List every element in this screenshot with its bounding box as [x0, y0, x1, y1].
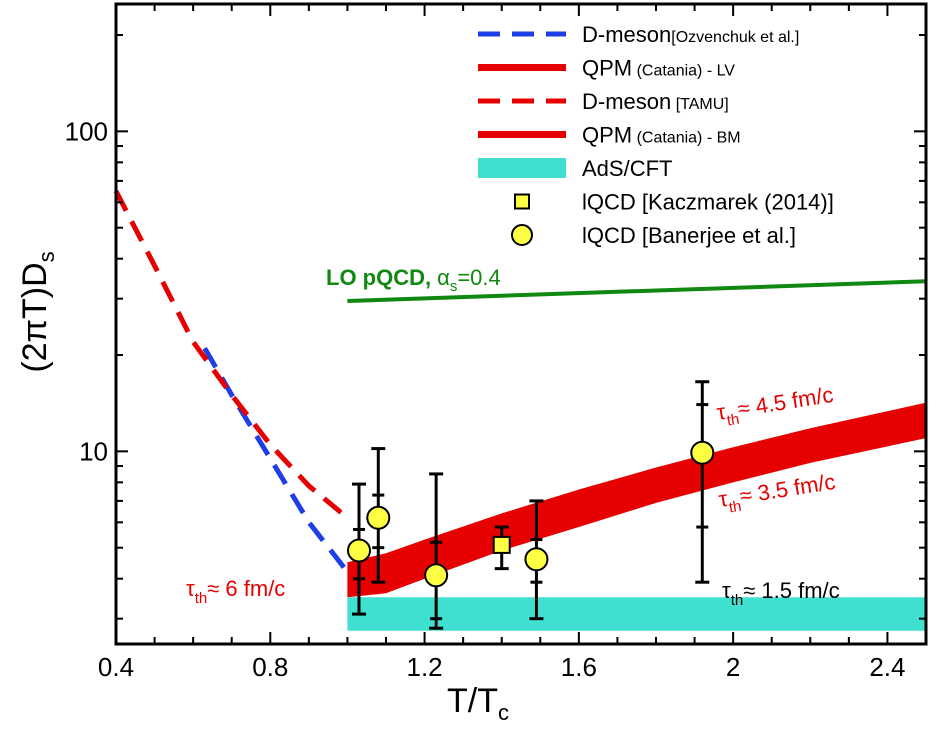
series-line-0	[202, 346, 350, 574]
legend-label-small: (Catania) - LV	[632, 63, 735, 80]
tau-45-sub: th	[726, 411, 741, 430]
legend-label-qpm_bm: QPM (Catania) - BM	[582, 123, 741, 148]
legend-label-main: lQCD [Kaczmarek (2014)]	[582, 190, 834, 215]
alpha-sub: s	[450, 278, 458, 295]
legend-label-main: QPM	[582, 123, 632, 148]
y-axis-title: (2πT)Ds	[16, 251, 59, 372]
y-tick-label: 100	[65, 116, 108, 146]
pqcd-text: LO pQCD,	[326, 265, 431, 290]
x-tick-label: 2.4	[869, 652, 905, 682]
legend-label-lqcd_b: lQCD [Banerjee et al.]	[582, 223, 796, 248]
y-axis-title-sub: s	[34, 251, 59, 262]
legend: D-meson[Ozvenchuk et al.]QPM (Catania) -…	[478, 22, 834, 248]
tau-15-value: ≈ 1.5 fm/c	[743, 578, 839, 603]
series-line-4	[347, 279, 927, 303]
tau-35-sub: th	[728, 498, 743, 517]
tau-15-label: τth≈ 1.5 fm/c	[722, 578, 840, 609]
legend-swatch-lqcd_b	[511, 224, 533, 246]
tau-15-symbol: τ	[722, 578, 731, 603]
legend-label-main: lQCD [Banerjee et al.]	[582, 223, 796, 248]
x-tick-label: 1.2	[406, 652, 442, 682]
series-band-3	[347, 597, 926, 631]
series-band-2	[347, 402, 926, 598]
legend-label-dmeson_ozv: D-meson[Ozvenchuk et al.]	[582, 22, 799, 47]
legend-swatch-ads	[478, 158, 566, 178]
legend-label-main: AdS/CFT	[582, 156, 672, 181]
legend-label-small: (Catania) - BM	[632, 130, 740, 147]
alpha-value: =0.4	[457, 265, 500, 290]
lqcd-circle-point	[366, 505, 391, 530]
lqcd-square-point	[492, 535, 511, 554]
y-tick-label: 10	[79, 436, 108, 466]
series-line-1	[113, 190, 349, 520]
lqcd-circle-point	[524, 547, 549, 572]
bands-layer	[347, 402, 926, 631]
x-axis-title: T/Tc	[447, 682, 509, 725]
lqcd-circle-point	[690, 440, 715, 465]
legend-label-lqcd_k: lQCD [Kaczmarek (2014)]	[582, 190, 834, 215]
tau-35-symbol: τ	[717, 486, 730, 512]
lines-layer	[113, 190, 927, 574]
legend-swatch-lqcd_k	[514, 193, 530, 210]
lqcd-circle-point	[424, 563, 449, 588]
legend-label-small: [TAMU]	[671, 96, 728, 113]
x-tick-label: 1.6	[561, 652, 597, 682]
plot-frame	[114, 2, 928, 646]
x-tick-label: 2	[726, 652, 740, 682]
tau-45-label: τth≈ 4.5 fm/c	[715, 382, 836, 431]
x-axis-title-main: T/T	[447, 682, 498, 720]
legend-label-ads: AdS/CFT	[582, 156, 672, 181]
legend-label-main: D-meson	[582, 22, 671, 47]
y-axis-title-main: (2πT)D	[16, 262, 54, 372]
legend-label-main: D-meson	[582, 89, 671, 114]
tau-15-sub: th	[731, 592, 744, 609]
tau-6-value: ≈ 6 fm/c	[207, 576, 285, 601]
legend-label-qpm_lv: QPM (Catania) - LV	[582, 56, 735, 81]
legend-label-small: [Ozvenchuk et al.]	[671, 29, 799, 46]
tau-6-label: τth≈ 6 fm/c	[186, 576, 285, 607]
pqcd-label: LO pQCD, αs=0.4	[326, 265, 501, 295]
legend-label-dmeson_tamu: D-meson [TAMU]	[582, 89, 729, 114]
x-tick-label: 0.8	[252, 652, 288, 682]
x-tick-label: 0.4	[98, 652, 134, 682]
alpha-symbol: α	[437, 265, 450, 290]
lqcd-circle-point	[347, 538, 371, 563]
legend-label-main: QPM	[582, 56, 632, 81]
tau-45-symbol: τ	[715, 399, 728, 425]
tau-6-symbol: τ	[186, 576, 195, 601]
points-layer	[347, 380, 715, 630]
tau-6-sub: th	[195, 590, 208, 607]
tau-45-value: ≈ 4.5 fm/c	[736, 382, 835, 422]
x-axis-title-sub: c	[498, 700, 509, 725]
axes-layer: 0.4 0.8 1.2 1.6 2 2.4 10 100	[65, 2, 928, 682]
